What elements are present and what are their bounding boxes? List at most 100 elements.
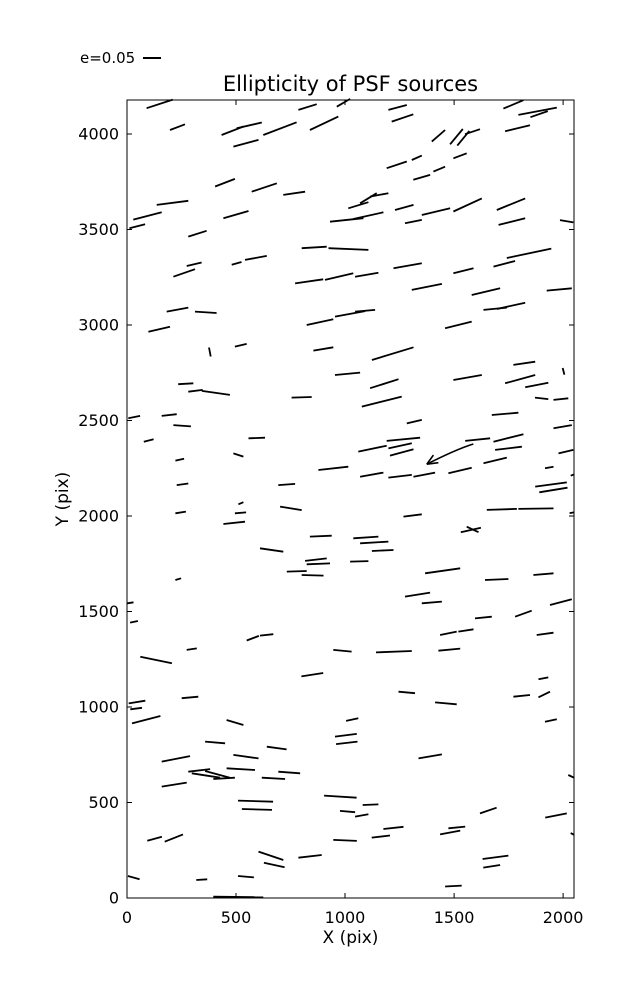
ellipticity-segment — [506, 247, 552, 259]
ellipticity-segment — [393, 262, 422, 270]
ellipticity-segment — [549, 598, 573, 606]
ellipticity-segment — [140, 655, 173, 665]
ellipticity-segment — [129, 223, 146, 230]
y-tick-label: 3500 — [78, 220, 119, 239]
ellipticity-segment — [406, 419, 423, 425]
ellipticity-segment — [226, 719, 244, 726]
ellipticity-segment — [411, 154, 423, 161]
ellipticity-segment — [361, 395, 402, 408]
ellipticity-segment — [388, 104, 408, 111]
ellipticity-segment — [546, 287, 572, 292]
ellipticity-segment — [263, 861, 285, 869]
ellipticity-segment — [226, 767, 256, 771]
ellipticity-segment — [237, 799, 274, 803]
segment-field — [127, 98, 575, 899]
ellipticity-segment — [258, 850, 284, 861]
ellipticity-segment — [533, 572, 554, 576]
ellipticity-segment — [306, 562, 331, 566]
ellipticity-segment — [504, 124, 531, 133]
ellipticity-segment — [186, 261, 202, 267]
ellipticity-segment — [324, 272, 354, 281]
ellipticity-segment — [561, 367, 566, 375]
ellipticity-segment — [169, 123, 186, 131]
axes-spines — [126, 99, 575, 899]
ellipticity-segment — [544, 465, 554, 470]
ellipticity-segment — [369, 378, 399, 390]
legend-label: e=0.05 — [80, 49, 135, 67]
figure-text: Ellipticity of PSF sources X (pix) Y (pix) — [53, 72, 478, 948]
ellipticity-segment — [435, 701, 457, 706]
ellipticity-segment — [448, 466, 472, 475]
ellipticity-segment — [191, 772, 221, 779]
ellipticity-segment — [418, 753, 443, 760]
ellipticity-segment — [496, 197, 526, 211]
ellipticity-segment — [371, 549, 394, 552]
ellipticity-segment — [309, 115, 339, 131]
ellipticity-segment — [460, 526, 482, 534]
ellipticity-segment — [391, 113, 414, 123]
ellipticity-segment — [388, 474, 412, 479]
y-tick-label: 2500 — [78, 411, 119, 430]
ellipticity-segment — [334, 371, 361, 376]
ellipticity-segment — [570, 832, 575, 836]
ellipticity-segment — [359, 192, 378, 205]
arrow-shaft — [426, 443, 474, 465]
ellipticity-segment — [503, 99, 524, 110]
ellipticity-segment — [148, 325, 171, 333]
ellipticity-segment — [413, 174, 431, 181]
ellipticity-segment — [453, 267, 474, 275]
ellipticity-segment — [439, 630, 457, 636]
ellipticity-segment — [514, 609, 533, 618]
ellipticity-segment — [339, 810, 356, 814]
y-tick-label: 2000 — [78, 507, 119, 526]
ellipticity-segment — [261, 776, 286, 780]
ellipticity-segment — [424, 567, 461, 575]
ellipticity-segment — [449, 128, 464, 145]
ellipticity-segment — [233, 452, 244, 458]
ellipticity-segment — [175, 457, 185, 462]
ellipticity-segment — [350, 560, 369, 563]
ellipticity-segment — [539, 486, 568, 494]
ellipticity-segment — [233, 754, 259, 760]
ellipticity-segment — [494, 445, 523, 451]
ellipticity-segment — [298, 854, 322, 859]
ellipticity-segment — [301, 245, 327, 250]
ellipticity-segment — [304, 557, 327, 562]
ellipticity-segment — [474, 615, 492, 620]
ellipticity-segment — [536, 631, 554, 636]
ellipticity-segment — [360, 540, 389, 545]
ellipticity-segment — [237, 875, 254, 879]
ellipticity-segment — [553, 397, 569, 401]
tick-labels: 0 500 1000 1500 2000 0 500 1000 1500 2000 2500 3000… — [78, 125, 583, 928]
ellipticity-segment — [544, 718, 557, 723]
ellipticity-segment — [354, 271, 379, 278]
ellipticity-segment — [504, 374, 536, 385]
y-tick-label: 4000 — [78, 125, 119, 144]
ellipticity-segment — [266, 745, 287, 751]
ellipticity-segment — [291, 396, 312, 399]
ellipticity-segment — [188, 229, 207, 238]
ellipticity-segment — [133, 211, 162, 221]
ellipticity-segment — [359, 471, 384, 478]
ellipticity-segment — [371, 834, 391, 839]
y-tick-label: 3000 — [78, 316, 119, 335]
ellipticity-segment — [294, 278, 324, 285]
ellipticity-segment — [513, 694, 531, 698]
ellipticity-segment — [493, 260, 516, 268]
ellipticity-segment — [354, 813, 369, 818]
ellipticity-segment — [498, 217, 526, 226]
ellipticity-segment — [129, 620, 139, 624]
ellipticity-segment — [286, 570, 307, 573]
ellipticity-segment — [335, 740, 358, 745]
ellipticity-segment — [438, 647, 461, 652]
ellipticity-segment — [130, 706, 143, 711]
ellipticity-segment — [375, 650, 412, 654]
ellipticity-segment — [161, 413, 177, 417]
ellipticity-segment — [259, 547, 284, 553]
ellipticity-segment — [248, 436, 266, 440]
ellipticity-segment — [251, 182, 278, 193]
x-tick-label: 1500 — [434, 908, 475, 927]
ellipticity-segment — [333, 649, 352, 653]
ellipticity-segment — [204, 770, 231, 779]
